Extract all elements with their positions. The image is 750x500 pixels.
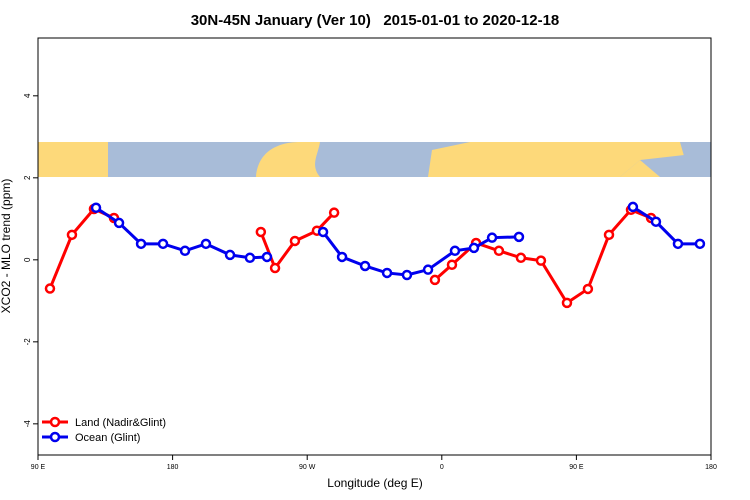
y-tick-label: 2	[23, 175, 32, 180]
point	[515, 252, 527, 264]
point	[328, 207, 340, 218]
x-axis-label: Longitude (deg E)	[327, 476, 422, 490]
point	[157, 238, 169, 250]
point	[561, 297, 573, 309]
point	[672, 238, 684, 250]
point	[269, 262, 281, 274]
x-tick-label: 180	[167, 464, 179, 471]
y-tick-label: -2	[23, 338, 32, 346]
x-tick-label: 90 E	[569, 464, 584, 471]
point	[422, 264, 434, 275]
point	[359, 260, 371, 272]
series-line	[95, 205, 700, 277]
point	[113, 217, 125, 229]
point	[179, 245, 191, 257]
plot-frame	[37, 37, 712, 456]
x-tick-label: 90 W	[299, 464, 316, 471]
point	[627, 201, 639, 213]
point	[224, 249, 236, 261]
x-tick-label: 90 E	[31, 464, 46, 471]
point	[200, 238, 212, 250]
point	[650, 216, 662, 227]
series-line	[48, 207, 652, 305]
y-tick-label: 0	[23, 257, 32, 262]
x-tick-label: 180	[705, 464, 717, 471]
y-tick-label: -4	[23, 420, 32, 428]
y-axis-label: XCO2 - MLO trend (ppm)	[0, 179, 13, 314]
point	[244, 252, 256, 264]
legend-marker	[49, 431, 61, 443]
point	[486, 232, 498, 243]
legend-label: Ocean (Glint)	[75, 432, 140, 444]
point	[135, 238, 147, 250]
point	[90, 202, 102, 214]
point	[446, 259, 458, 270]
point	[535, 255, 547, 266]
point	[603, 229, 615, 241]
point	[44, 283, 56, 294]
point	[289, 235, 301, 247]
x-tick-label: 0	[440, 464, 444, 471]
point	[449, 245, 461, 257]
chart-title: 30N-45N January (Ver 10) 2015-01-01 to 2…	[191, 12, 560, 29]
point	[401, 269, 413, 281]
point	[513, 231, 525, 243]
point	[493, 245, 505, 257]
point	[336, 251, 348, 263]
y-tick-label: 4	[23, 93, 32, 98]
point	[582, 283, 594, 295]
legend-label: Land (Nadir&Glint)	[75, 417, 166, 429]
legend-marker	[49, 416, 61, 428]
point	[66, 229, 78, 241]
map-band	[38, 142, 711, 177]
point	[429, 274, 441, 286]
point	[468, 242, 480, 254]
point	[317, 226, 329, 238]
point	[255, 226, 267, 238]
point	[381, 267, 393, 279]
point	[261, 251, 273, 263]
point	[694, 238, 706, 250]
